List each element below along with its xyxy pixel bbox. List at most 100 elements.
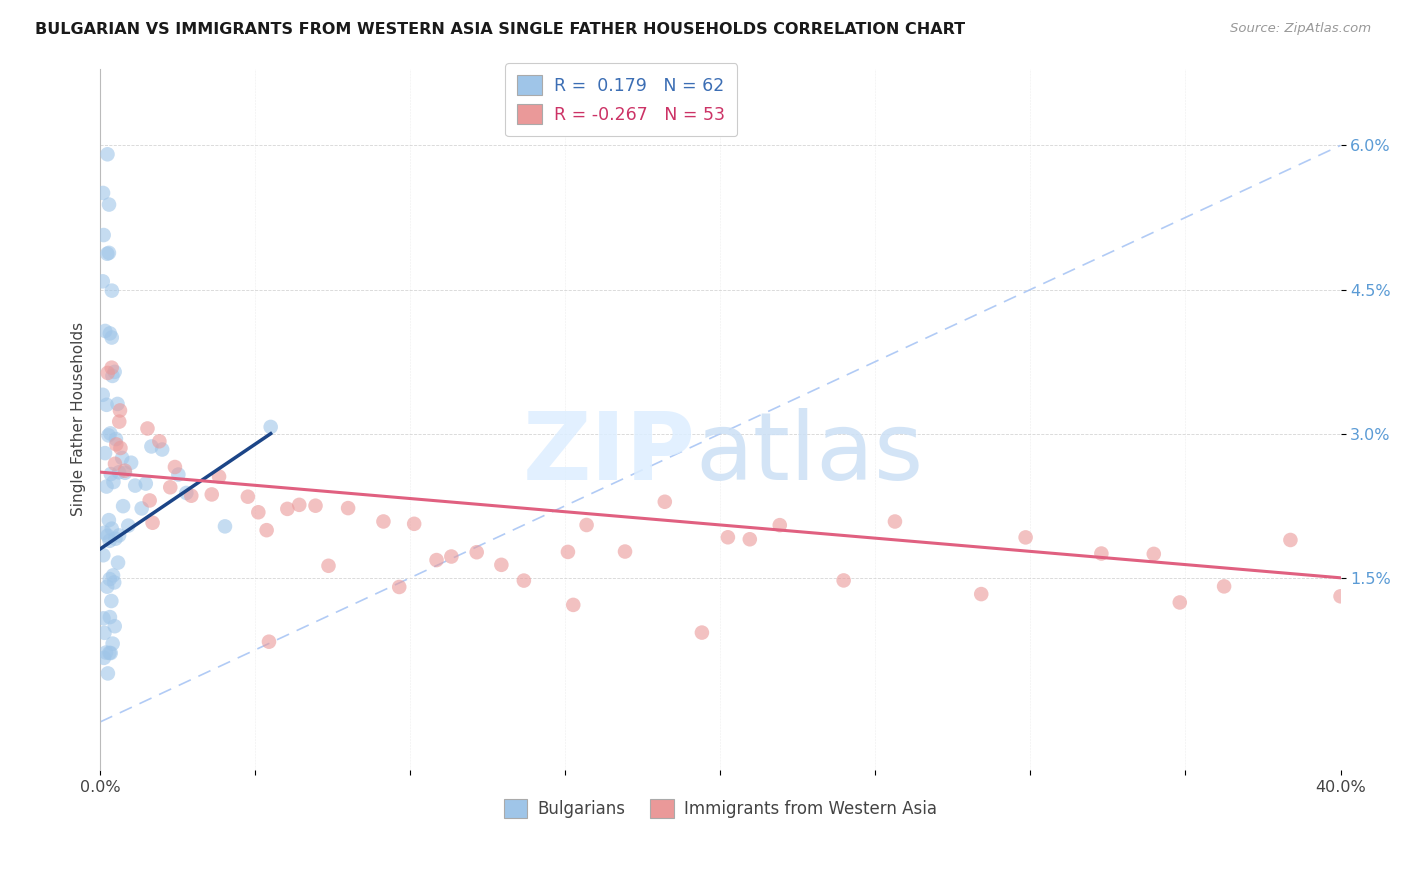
Point xyxy=(94,324,117,338)
Point xyxy=(1279,533,1302,547)
Point xyxy=(124,478,146,492)
Point xyxy=(108,465,131,479)
Point xyxy=(276,501,298,516)
Point xyxy=(1143,547,1166,561)
Point xyxy=(832,574,855,588)
Point xyxy=(108,528,131,542)
Point xyxy=(97,245,120,260)
Point xyxy=(100,594,122,608)
Point xyxy=(96,398,118,412)
Point xyxy=(97,529,120,543)
Point xyxy=(769,518,792,533)
Point xyxy=(337,501,360,516)
Point xyxy=(148,434,170,449)
Point xyxy=(654,495,676,509)
Point xyxy=(107,556,129,570)
Point xyxy=(120,456,142,470)
Point xyxy=(103,475,125,489)
Point xyxy=(167,467,190,482)
Point xyxy=(96,580,118,594)
Point xyxy=(1329,589,1351,603)
Point xyxy=(103,575,125,590)
Point xyxy=(236,490,259,504)
Point xyxy=(105,437,128,451)
Point xyxy=(112,499,135,513)
Point xyxy=(388,580,411,594)
Point xyxy=(101,637,124,651)
Point xyxy=(110,441,132,455)
Point xyxy=(247,505,270,519)
Point xyxy=(884,515,907,529)
Point xyxy=(1014,530,1036,544)
Point xyxy=(117,518,139,533)
Point xyxy=(98,326,121,341)
Point xyxy=(104,619,127,633)
Point xyxy=(94,646,117,660)
Point xyxy=(288,498,311,512)
Point xyxy=(136,421,159,435)
Point xyxy=(104,365,127,379)
Point xyxy=(562,598,585,612)
Point xyxy=(970,587,993,601)
Point xyxy=(717,530,740,544)
Point xyxy=(176,486,198,500)
Point xyxy=(107,397,129,411)
Point xyxy=(425,553,447,567)
Text: ZIP: ZIP xyxy=(523,409,696,500)
Point xyxy=(690,625,713,640)
Point xyxy=(141,440,163,454)
Point xyxy=(98,197,121,211)
Point xyxy=(491,558,513,572)
Legend: Bulgarians, Immigrants from Western Asia: Bulgarians, Immigrants from Western Asia xyxy=(498,792,943,825)
Point xyxy=(208,469,231,483)
Point xyxy=(318,558,340,573)
Point xyxy=(98,610,121,624)
Point xyxy=(101,368,124,383)
Point xyxy=(104,457,127,471)
Point xyxy=(93,525,115,540)
Point xyxy=(97,666,120,681)
Point xyxy=(159,480,181,494)
Point xyxy=(108,415,131,429)
Point xyxy=(96,479,118,493)
Point xyxy=(1213,579,1236,593)
Point xyxy=(150,442,173,457)
Point xyxy=(201,487,224,501)
Point xyxy=(97,513,120,527)
Point xyxy=(513,574,536,588)
Point xyxy=(111,450,134,465)
Point xyxy=(104,432,127,446)
Point xyxy=(93,228,115,243)
Text: atlas: atlas xyxy=(696,409,924,500)
Point xyxy=(96,147,118,161)
Point xyxy=(1168,595,1191,609)
Point xyxy=(738,533,761,547)
Point xyxy=(100,330,122,344)
Point xyxy=(94,446,117,460)
Point xyxy=(100,522,122,536)
Point xyxy=(142,516,165,530)
Point xyxy=(131,501,153,516)
Point xyxy=(260,420,283,434)
Point xyxy=(93,651,115,665)
Point xyxy=(100,646,122,660)
Point xyxy=(96,246,118,260)
Point xyxy=(138,493,160,508)
Point xyxy=(135,476,157,491)
Point xyxy=(180,489,202,503)
Point xyxy=(114,464,136,478)
Point xyxy=(440,549,463,564)
Point xyxy=(98,533,121,548)
Point xyxy=(465,545,488,559)
Point xyxy=(93,625,115,640)
Point xyxy=(404,516,426,531)
Point xyxy=(114,466,136,480)
Point xyxy=(1090,547,1112,561)
Text: BULGARIAN VS IMMIGRANTS FROM WESTERN ASIA SINGLE FATHER HOUSEHOLDS CORRELATION C: BULGARIAN VS IMMIGRANTS FROM WESTERN ASI… xyxy=(35,22,966,37)
Point xyxy=(373,515,395,529)
Y-axis label: Single Father Households: Single Father Households xyxy=(72,322,86,516)
Point xyxy=(256,523,278,537)
Point xyxy=(91,388,114,402)
Point xyxy=(91,186,114,200)
Point xyxy=(214,519,236,533)
